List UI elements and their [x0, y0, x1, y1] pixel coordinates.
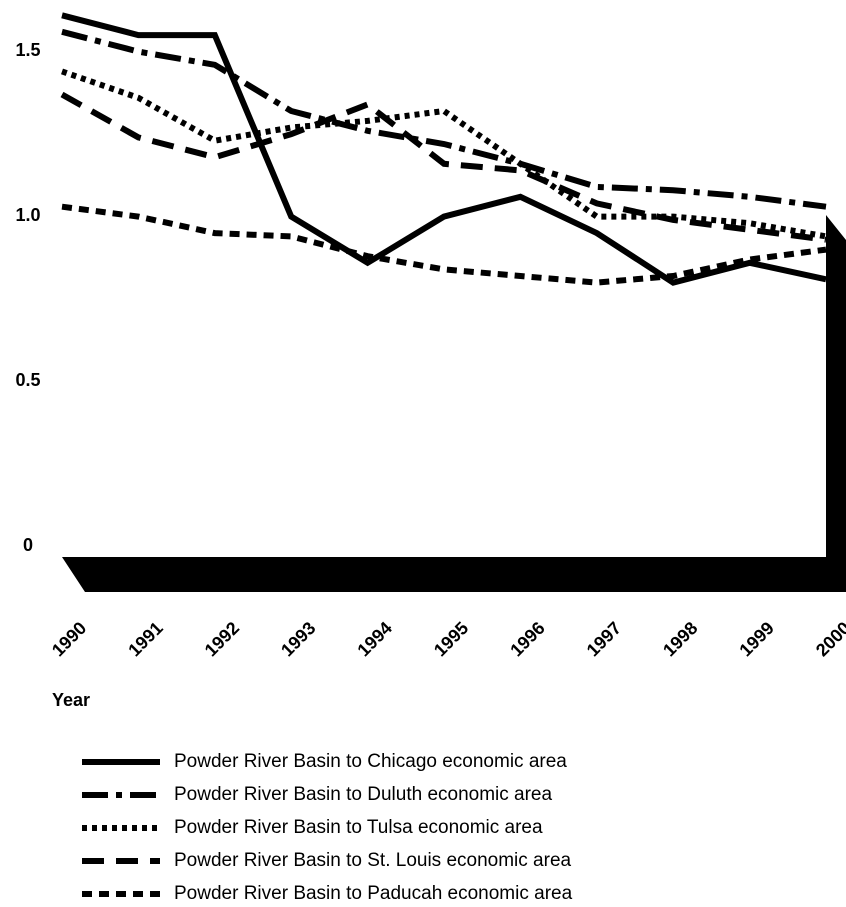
x-tick-label: 1997 — [583, 618, 625, 660]
x-tick-label: 1998 — [659, 618, 701, 660]
legend-label: Powder River Basin to Chicago economic a… — [174, 751, 567, 772]
y-tick-label: 0 — [23, 535, 33, 555]
series-line — [60, 91, 827, 243]
x-tick-label: 2000 — [812, 618, 846, 660]
x-tick-label: 1990 — [48, 618, 90, 660]
series-line — [61, 12, 827, 286]
y-tick-label: 1.5 — [15, 40, 40, 60]
x-tick-label: 1993 — [277, 618, 319, 660]
legend-label: Powder River Basin to Duluth economic ar… — [174, 784, 553, 805]
x-tick-label: 1995 — [430, 618, 472, 660]
x-axis-label: Year — [52, 690, 90, 710]
y-tick-label: 1.0 — [15, 205, 40, 225]
series-line — [61, 68, 827, 240]
x-tick-label: 1994 — [353, 618, 395, 660]
y-tick-label: 0.5 — [15, 370, 40, 390]
series-line — [61, 28, 827, 210]
x-tick-label: 1992 — [201, 618, 243, 660]
x-tick-label: 1996 — [506, 618, 548, 660]
x-tick-label: 1999 — [735, 618, 777, 660]
legend-label: Powder River Basin to Paducah economic a… — [174, 883, 573, 904]
x-tick-label: 1991 — [124, 618, 166, 660]
legend-label: Powder River Basin to Tulsa economic are… — [174, 817, 543, 838]
legend-label: Powder River Basin to St. Louis economic… — [174, 850, 572, 871]
